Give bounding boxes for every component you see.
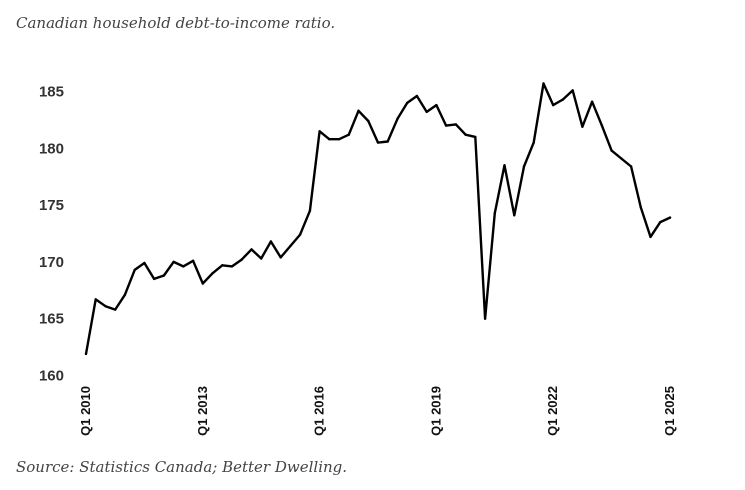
x-tick-label: Q1 2025 <box>662 386 677 436</box>
data-point <box>483 317 487 320</box>
y-tick-label: 165 <box>39 311 64 328</box>
data-point <box>269 240 273 243</box>
series-line <box>84 82 672 356</box>
data-point <box>162 274 166 277</box>
chart-title: Canadian household debt-to-income ratio. <box>16 14 336 32</box>
data-point <box>318 130 321 133</box>
data-point <box>522 165 526 168</box>
data-point <box>94 298 97 301</box>
x-tick-label: Q1 2019 <box>428 386 443 436</box>
data-point <box>376 141 380 144</box>
data-point <box>581 125 584 128</box>
data-point <box>84 352 88 356</box>
data-point <box>308 209 312 212</box>
data-point <box>629 165 633 168</box>
plot-area <box>84 82 672 356</box>
source-note: Source: Statistics Canada; Better Dwelli… <box>16 458 348 476</box>
data-point <box>503 164 506 167</box>
data-point <box>571 89 574 92</box>
x-tick-label: Q1 2010 <box>78 386 93 436</box>
y-tick-label: 170 <box>39 254 64 271</box>
data-point <box>552 103 555 107</box>
data-point <box>542 82 545 85</box>
data-point <box>172 260 175 264</box>
data-point <box>610 149 613 152</box>
data-point <box>114 308 117 311</box>
x-tick-label: Q1 2016 <box>312 386 327 436</box>
data-point <box>123 293 127 296</box>
x-tick-label: Q1 2013 <box>195 386 210 436</box>
data-point <box>454 123 458 126</box>
data-point <box>357 109 360 113</box>
data-point <box>406 101 409 105</box>
data-point <box>221 264 224 267</box>
data-point <box>240 258 243 261</box>
data-point <box>230 265 234 268</box>
data-point <box>425 110 428 114</box>
data-point <box>659 220 662 224</box>
y-tick-label: 160 <box>39 368 64 385</box>
x-axis: Q1 2010 Q1 2013 Q1 2016 Q1 2019 Q1 2022 Q1 20… <box>78 386 677 436</box>
data-point <box>201 282 204 285</box>
data-point <box>367 119 370 123</box>
data-point <box>328 138 331 141</box>
data-point <box>561 98 565 101</box>
y-axis: 160 165 170 175 180 185 <box>39 84 64 385</box>
data-point <box>464 133 467 136</box>
data-point <box>143 261 146 265</box>
data-point <box>289 244 292 248</box>
data-point <box>279 256 282 259</box>
data-point <box>191 259 195 262</box>
data-point <box>474 135 477 139</box>
data-point <box>386 140 389 143</box>
data-point <box>298 233 302 236</box>
x-tick-label: Q1 2022 <box>545 386 560 436</box>
data-point <box>435 103 438 107</box>
data-point <box>639 206 642 209</box>
data-point <box>600 124 604 127</box>
data-point <box>493 211 496 215</box>
data-point <box>133 268 136 272</box>
data-point <box>444 124 448 127</box>
data-point <box>532 141 535 144</box>
data-point <box>590 100 594 103</box>
data-point <box>649 235 652 239</box>
data-point <box>104 305 107 308</box>
data-point <box>337 138 341 141</box>
data-point <box>396 117 399 121</box>
data-point <box>250 248 253 251</box>
data-point <box>513 214 516 217</box>
data-point <box>182 265 185 268</box>
y-tick-label: 175 <box>39 197 64 214</box>
y-tick-label: 180 <box>39 140 64 157</box>
data-point <box>152 277 156 281</box>
data-point <box>620 157 623 160</box>
y-tick-label: 185 <box>39 84 64 101</box>
data-point <box>260 257 263 260</box>
data-point <box>415 94 419 98</box>
data-point <box>347 133 350 136</box>
data-point <box>668 216 672 219</box>
data-point <box>211 272 214 275</box>
